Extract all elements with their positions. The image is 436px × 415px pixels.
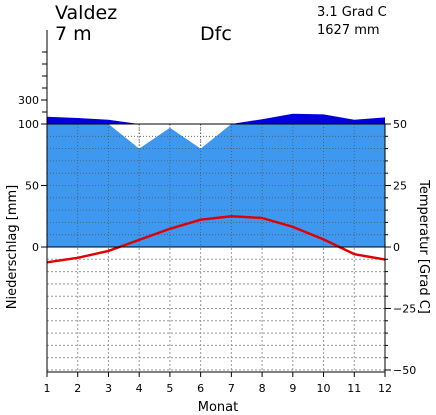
x-axis-label: Monat	[198, 400, 238, 415]
station-elevation: 7 m	[55, 23, 92, 45]
month-tick-label: 11	[347, 382, 361, 395]
month-tick-label: 3	[105, 382, 112, 395]
y-axis-label-right: Temperatur [Grad C]	[416, 179, 431, 314]
temp-tick-label: −50	[393, 364, 416, 377]
month-tick-label: 10	[317, 382, 331, 395]
month-tick-label: 2	[74, 382, 81, 395]
temp-tick-label: −25	[393, 303, 416, 316]
y-axis-label-left: Niederschlag [mm]	[5, 185, 20, 310]
precip-tick-label: 0	[32, 241, 39, 254]
temperature-line	[46, 215, 386, 264]
temp-tick-label: 0	[393, 241, 400, 254]
precipitation-area	[47, 113, 385, 247]
temp-tick-label: 50	[393, 118, 407, 131]
mean-temperature: 3.1 Grad C	[317, 5, 387, 20]
axes	[41, 30, 391, 377]
precip-tick-label: 300	[18, 94, 39, 107]
month-tick-label: 12	[378, 382, 392, 395]
station-name: Valdez	[55, 2, 117, 24]
precip-tick-label: 50	[25, 180, 39, 193]
precipitation-excess-fill	[47, 113, 385, 124]
month-tick-label: 9	[289, 382, 296, 395]
month-tick-label: 5	[166, 382, 173, 395]
month-tick-label: 1	[44, 382, 51, 395]
month-tick-label: 4	[136, 382, 143, 395]
climate-class: Dfc	[200, 23, 232, 45]
month-tick-label: 8	[259, 382, 266, 395]
annual-precipitation: 1627 mm	[317, 23, 380, 38]
month-tick-label: 6	[197, 382, 204, 395]
precip-tick-label: 100	[18, 118, 39, 131]
month-tick-label: 7	[228, 382, 235, 395]
temp-tick-label: 25	[393, 180, 407, 193]
grid-overlay	[47, 124, 385, 247]
